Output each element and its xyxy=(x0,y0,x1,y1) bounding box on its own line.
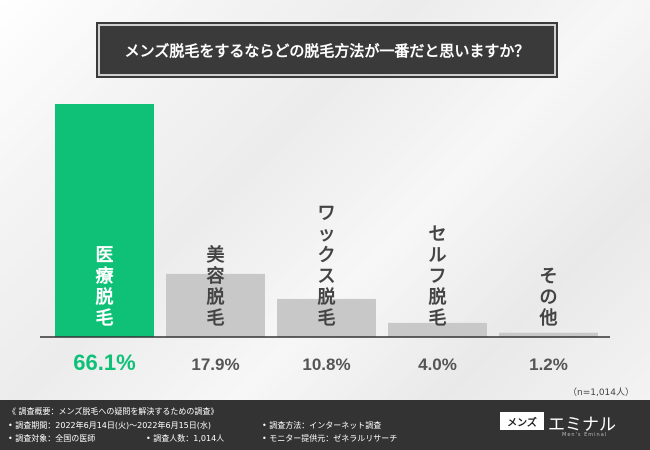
value-label-2: 17.9% xyxy=(191,355,239,374)
category-label-3: ワックス脱毛 xyxy=(318,203,336,329)
bar-5 xyxy=(499,332,598,337)
value-label-3: 10.8% xyxy=(302,355,350,374)
survey-overview: 《 調査概要：メンズ脱毛への疑問を解決するための調査》 xyxy=(8,407,219,416)
logo-subtitle: Men's Eminal xyxy=(562,432,608,438)
survey-target: • 調査対象：全国の医師 xyxy=(8,434,96,443)
logo-box: メンズ xyxy=(500,412,544,430)
category-label-4: セルフ脱毛 xyxy=(429,224,447,329)
sample-note: （n=1,014人） xyxy=(568,388,635,398)
category-label-2: 美容脱毛 xyxy=(207,244,225,329)
survey-period: • 調査期間：2022年6月14日(火)～2022年6月15日(水) xyxy=(8,421,212,430)
value-label-1: 66.1% xyxy=(73,350,135,375)
survey-provider: • モニター提供元：ゼネラルリサーチ xyxy=(262,434,398,443)
bar-4 xyxy=(388,322,487,337)
category-label-5: その他 xyxy=(539,266,558,329)
value-label-5: 1.2% xyxy=(529,355,568,374)
survey-method: • 調査方法：インターネット調査 xyxy=(262,421,382,430)
logo-text: エミナル xyxy=(548,415,616,435)
bar-3 xyxy=(277,298,376,337)
category-label-1: 医療脱毛 xyxy=(96,245,115,329)
brand-logo: メンズ エミナル Men's Eminal xyxy=(500,410,640,440)
chart-title: メンズ脱毛をするならどの脱毛方法が一番だと思いますか？ xyxy=(98,24,556,76)
survey-count: • 調査人数：1,014人 xyxy=(146,434,225,443)
value-label-4: 4.0% xyxy=(418,355,457,374)
bar-2 xyxy=(166,273,265,337)
bar-1 xyxy=(55,104,154,337)
bar-chart: 医療脱毛 美容脱毛 ワックス脱毛 セルフ脱毛 その他 66.1% 17.9% 10.8% 4.… xyxy=(40,104,610,375)
